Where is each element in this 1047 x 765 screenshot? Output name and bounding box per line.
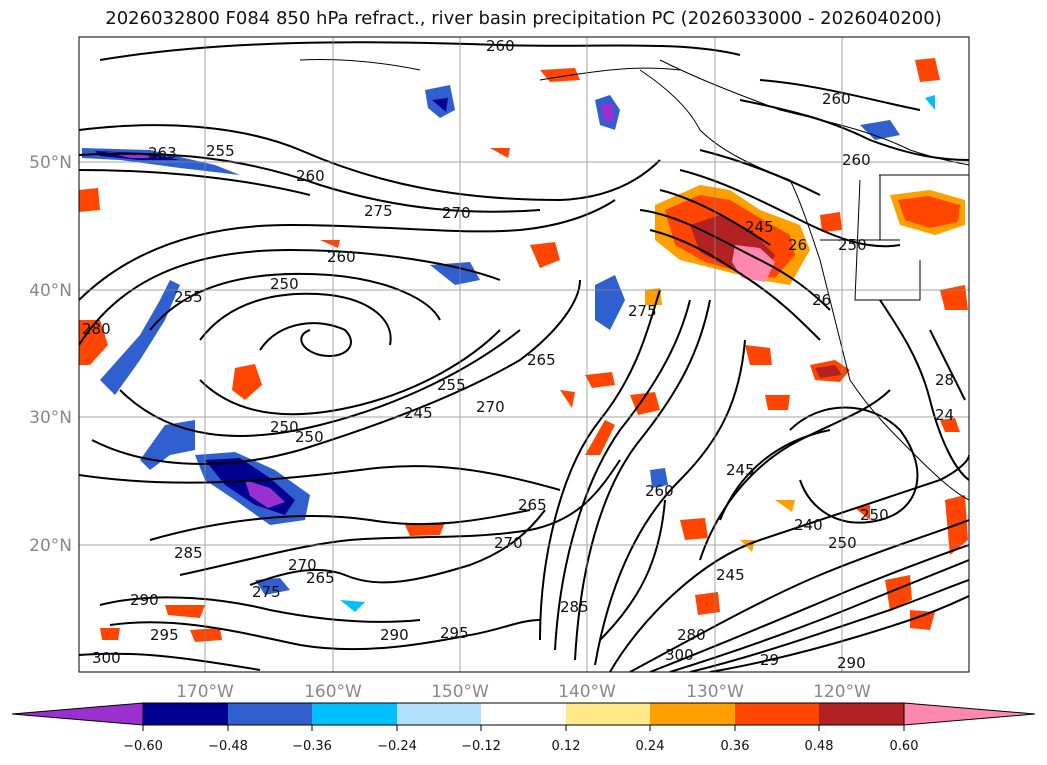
contour-label: 295 (440, 624, 469, 642)
contour-label: 260 (296, 167, 325, 185)
contour-label: 260 (822, 90, 851, 108)
contour-label: 300 (92, 649, 121, 667)
contour-label: 250 (270, 418, 299, 436)
colorbar-segment (143, 703, 228, 725)
contour-label: 245 (716, 566, 745, 584)
lat-label-20n: 20°N (29, 536, 72, 556)
colorbar-tick-label: 0.60 (890, 739, 919, 754)
lat-label-30n: 30°N (29, 408, 72, 428)
contour-label: 260 (645, 482, 674, 500)
contour-label: 295 (150, 626, 179, 644)
contour-label: 260 (327, 248, 356, 266)
colorbar-segment (312, 703, 397, 725)
map-frame (78, 36, 970, 673)
colorbar-tick-label: 0.48 (805, 739, 834, 754)
contour-label: 245 (726, 461, 755, 479)
contour-label: 250 (828, 534, 857, 552)
lon-label-150w: 150°W (431, 682, 489, 702)
contour-label: 250 (295, 428, 324, 446)
contour-label: 265 (306, 569, 335, 587)
colorbar-tick-label: 0.24 (636, 739, 665, 754)
map-plot-area (79, 37, 969, 672)
contour-label: 290 (380, 626, 409, 644)
colorbar-tick-label: −0.60 (123, 739, 163, 754)
colorbar-segment (566, 703, 650, 725)
contour-label: 26 (788, 236, 807, 254)
contour-label: 270 (476, 398, 505, 416)
colorbar: −0.60 −0.48 −0.36 −0.24 −0.12 0.12 0.24 … (11, 702, 1036, 754)
longitude-labels: 170°W 160°W 150°W 140°W 130°W 120°W (176, 682, 871, 702)
contour-label: 28 (935, 371, 954, 389)
contour-label: 255 (437, 376, 466, 394)
contour-label: 250 (838, 236, 867, 254)
contour-label: 260 (486, 37, 515, 55)
map-title: 2026032800 F084 850 hPa refract., river … (105, 8, 942, 29)
contour-label: 24 (935, 406, 954, 424)
lon-label-120w: 120°W (813, 682, 871, 702)
contour-label: 270 (494, 534, 523, 552)
colorbar-tick-label: −0.36 (292, 739, 332, 754)
contour-label: 270 (442, 204, 471, 222)
colorbar-frame (142, 702, 905, 726)
colorbar-segment (819, 703, 904, 725)
contour-label: 270 (288, 556, 317, 574)
contour-label: 290 (130, 591, 159, 609)
contour-label: 280 (677, 626, 706, 644)
lon-label-140w: 140°W (558, 682, 616, 702)
contour-label: 280 (82, 320, 111, 338)
lat-label-50n: 50°N (29, 153, 72, 173)
colorbar-extend-right (903, 702, 1036, 726)
contour-label: 255 (206, 142, 235, 160)
contour-label: 245 (404, 404, 433, 422)
contour-label: 275 (628, 302, 657, 320)
colorbar-tick-label: −0.24 (377, 739, 417, 754)
contour-label: 29 (760, 651, 779, 669)
contour-label: 265 (518, 496, 547, 514)
colorbar-extend-left (11, 702, 144, 726)
colorbar-segment (481, 703, 566, 725)
colorbar-tick-label: −0.48 (208, 739, 248, 754)
contour-label: 263 (148, 144, 177, 162)
contour-label: 275 (252, 583, 281, 601)
coastlines (299, 58, 969, 501)
contour-labels: 260 263 255 260 275 270 260 250 255 280 … (82, 37, 954, 672)
colorbar-tick-label: −0.12 (461, 739, 501, 754)
refractivity-contours (79, 41, 969, 672)
negative-precip-shading (82, 85, 935, 612)
graticule (79, 37, 969, 672)
contour-label: 240 (794, 516, 823, 534)
colorbar-segment (650, 703, 735, 725)
lon-label-130w: 130°W (686, 682, 744, 702)
contour-label: 255 (174, 288, 203, 306)
contour-label: 26 (812, 291, 831, 309)
lat-label-40n: 40°N (29, 281, 72, 301)
colorbar-tick-label: 0.36 (721, 739, 750, 754)
colorbar-segment (228, 703, 312, 725)
contour-label: 290 (837, 654, 866, 672)
contour-label: 260 (842, 151, 871, 169)
contour-label: 275 (364, 202, 393, 220)
colorbar-segment (397, 703, 481, 725)
contour-label: 285 (560, 598, 589, 616)
lon-label-160w: 160°W (304, 682, 362, 702)
contour-label: 300 (665, 646, 694, 664)
colorbar-segment (735, 703, 819, 725)
contour-label: 265 (527, 351, 556, 369)
contour-label: 250 (270, 275, 299, 293)
contour-label: 250 (860, 506, 889, 524)
colorbar-tick-label: 0.12 (552, 739, 581, 754)
lon-label-170w: 170°W (176, 682, 234, 702)
contour-label: 245 (745, 218, 774, 236)
contour-label: 285 (174, 544, 203, 562)
colorbar-ticks (142, 725, 905, 731)
latitude-labels: 50°N 40°N 30°N 20°N (29, 153, 72, 556)
